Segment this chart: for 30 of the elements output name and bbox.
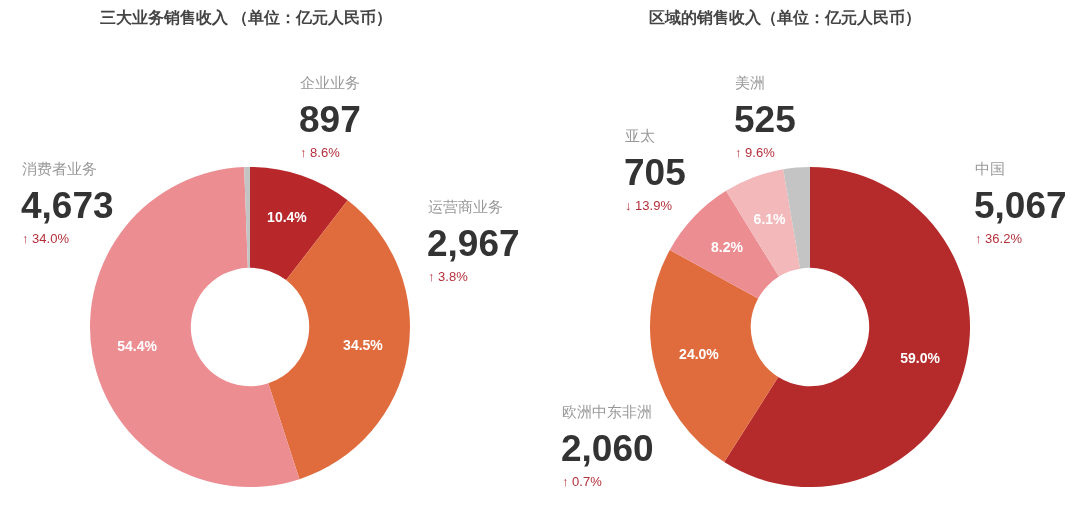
slice-label: 运营商业务: [428, 198, 503, 216]
text: ↑ 9.6%: [735, 144, 776, 160]
text: 54.4%: [117, 337, 158, 354]
text: ↑ 34.0%: [22, 230, 70, 246]
text: 6.1%: [753, 210, 787, 227]
slice-label: 中国: [975, 160, 1005, 178]
slice-label: 欧洲中东非洲: [562, 403, 652, 421]
text: 34.5%: [343, 337, 384, 354]
text: 10.4%: [267, 209, 308, 226]
slice-label: 亚太: [625, 127, 655, 145]
text: ↑ 8.6%: [300, 144, 341, 160]
text: 24.0%: [679, 346, 720, 363]
slice-label: 消费者业务: [22, 160, 97, 178]
data-label: 2,967: [427, 223, 520, 264]
data-label: 4,673: [21, 185, 114, 226]
data-label: 5,067: [974, 185, 1067, 226]
data-label: 897: [299, 99, 361, 140]
text: 59.0%: [900, 349, 941, 366]
text: 8.2%: [710, 238, 744, 255]
slice-label: 美洲: [735, 74, 765, 92]
data-label: 525: [734, 99, 796, 140]
text: ↑ 36.2%: [975, 230, 1023, 246]
text: ↓ 13.9%: [625, 197, 673, 213]
data-label: 2,060: [561, 428, 654, 469]
text: ↑ 0.7%: [562, 473, 603, 489]
data-label: 705: [624, 152, 686, 193]
slice-label: 企业业务: [300, 74, 360, 92]
chart-title: 三大业务销售收入 （单位：亿元人民币）: [99, 9, 393, 28]
text: ↑ 3.8%: [428, 268, 469, 284]
chart-title: 区域的销售收入（单位：亿元人民币）: [649, 9, 921, 28]
